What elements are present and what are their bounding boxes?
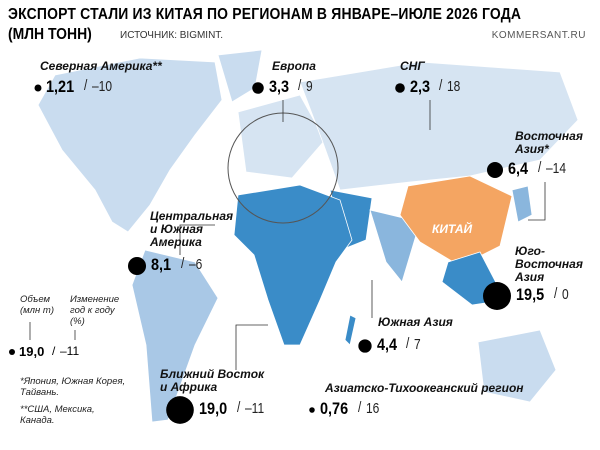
slash: / — [439, 77, 443, 94]
volume-circle — [395, 83, 405, 93]
source: ИСТОЧНИК: BIGMINT. — [120, 30, 224, 41]
leader-line — [235, 324, 268, 370]
legend-slash: / — [52, 344, 56, 358]
south-america — [131, 249, 219, 423]
legend-dot — [9, 349, 15, 355]
region-change: 7 — [414, 336, 421, 353]
legend-change-label: Изменение год к году (%) — [70, 294, 120, 327]
legend-volume: 19,0 — [19, 344, 45, 359]
region-volume: 8,1 — [151, 255, 172, 274]
region-change: 9 — [306, 78, 313, 95]
slash: / — [537, 159, 541, 176]
region-volume: 2,3 — [409, 77, 430, 96]
leader-line — [179, 224, 215, 255]
region-volume: 19,0 — [198, 399, 227, 418]
slash: / — [357, 399, 362, 416]
slash: / — [84, 77, 88, 94]
china — [399, 175, 513, 267]
leader-line — [528, 182, 546, 221]
africa — [233, 184, 353, 346]
region-volume: 0,76 — [319, 399, 348, 418]
volume-circle — [127, 256, 147, 276]
region-volume: 19,5 — [516, 285, 545, 304]
region-change: 0 — [562, 286, 569, 303]
footnote: **США, Мексика, Канада. — [20, 404, 95, 426]
east-asia — [511, 185, 533, 223]
region-change: –11 — [244, 400, 264, 417]
region-name: Центральная и Южная Америка — [150, 209, 234, 249]
slash: / — [298, 77, 302, 94]
region-name: Ближний Восток и Африка — [160, 367, 265, 394]
china-label: КИТАЙ — [432, 222, 473, 236]
region-change: 18 — [447, 78, 461, 95]
region-change: 16 — [365, 400, 380, 417]
region-name: Европа — [272, 59, 316, 73]
slash: / — [554, 285, 558, 302]
legend-change: –11 — [60, 344, 80, 358]
volume-circle — [166, 396, 194, 424]
volume-circle — [486, 161, 504, 179]
volume-circle — [483, 282, 511, 310]
region-volume: 3,3 — [268, 77, 289, 96]
north-america — [37, 57, 223, 233]
europe — [237, 94, 326, 179]
volume-circle — [358, 339, 372, 353]
legend-volume-label: Объем (млн т) — [20, 294, 54, 316]
madagascar — [344, 314, 357, 346]
cis — [299, 61, 579, 191]
region-name: Южная Азия — [378, 315, 453, 329]
region-volume: 4,4 — [376, 335, 397, 354]
region-name: Юго-Восточная Азия — [515, 244, 583, 284]
slash: / — [180, 255, 184, 272]
slash: / — [236, 399, 241, 416]
region-change: –14 — [545, 160, 566, 177]
volume-circle — [309, 407, 315, 413]
slash: / — [406, 335, 410, 352]
region-change: –6 — [188, 256, 202, 273]
region-volume: 6,4 — [508, 159, 529, 178]
volume-circle — [252, 82, 264, 94]
region-change: –10 — [92, 78, 113, 95]
region-name: Азиатско-Тихоокеанский регион — [325, 381, 524, 395]
region-name: Восточная Азия* — [515, 129, 583, 156]
region-name: СНГ — [400, 59, 425, 73]
unit: (МЛН ТОНН) — [8, 26, 92, 43]
site: KOMMERSANT.RU — [491, 30, 586, 41]
footnote: *Япония, Южная Корея, Тайвань. — [20, 376, 126, 398]
volume-circle — [34, 84, 42, 92]
australia — [477, 329, 557, 403]
greenland — [217, 49, 263, 103]
title: ЭКСПОРТ СТАЛИ ИЗ КИТАЯ ПО РЕГИОНАМ В ЯНВ… — [8, 6, 522, 23]
region-volume: 1,21 — [46, 77, 75, 96]
region-name: Северная Америка** — [40, 59, 162, 73]
